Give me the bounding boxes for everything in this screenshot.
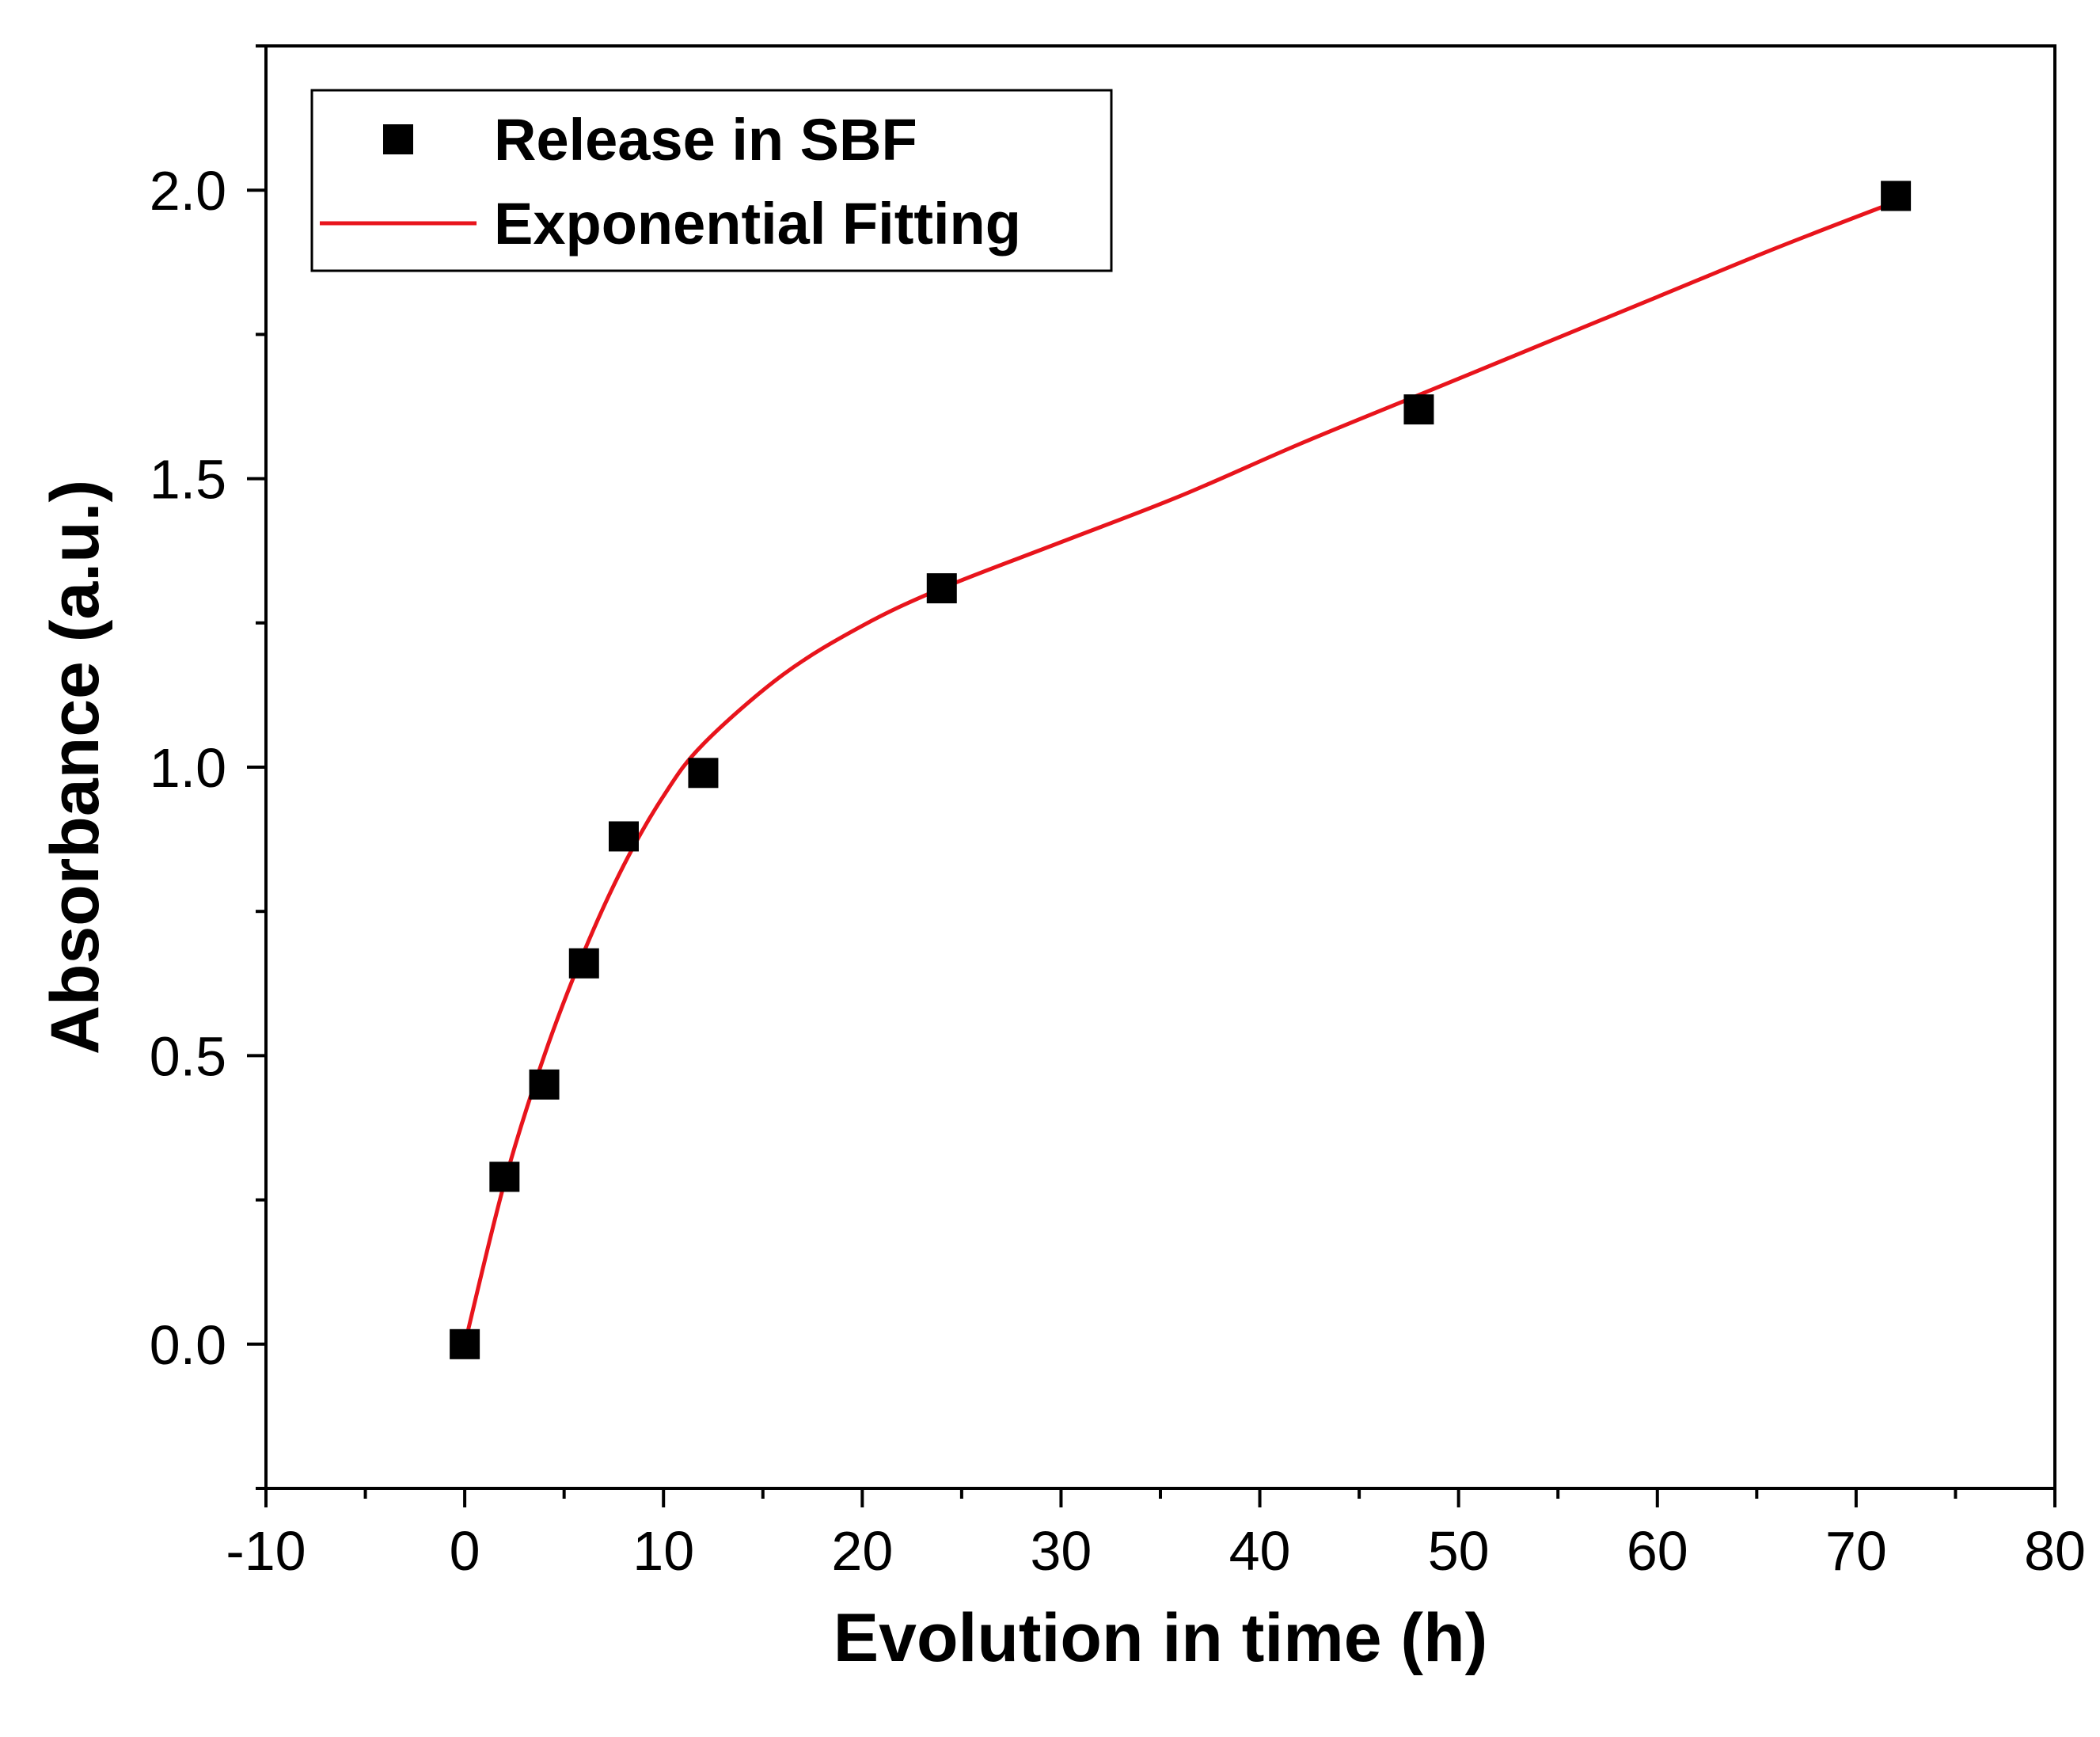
data-point	[926, 573, 957, 604]
x-tick-label: 70	[1825, 1520, 1887, 1582]
data-point	[1403, 394, 1434, 425]
y-tick-label: 0.5	[150, 1025, 226, 1087]
y-axis-ticks: 0.0 0.5 1.0 1.5 2.0	[150, 44, 266, 1490]
legend-box	[310, 89, 1113, 272]
x-axis-title: Evolution in time (h)	[834, 1600, 1488, 1676]
y-axis-title: Absorbance (a.u.)	[37, 480, 113, 1055]
y-tick-label: 1.0	[150, 737, 226, 799]
y-tick-label: 1.5	[150, 449, 226, 511]
legend-marker-square	[383, 124, 413, 154]
x-tick-label: 30	[1031, 1520, 1092, 1582]
x-tick-label: 40	[1229, 1520, 1291, 1582]
x-tick-label: -10	[226, 1520, 306, 1582]
data-point	[688, 758, 719, 789]
data-point	[609, 821, 639, 852]
x-tick-label: 20	[831, 1520, 893, 1582]
data-point	[529, 1069, 560, 1100]
data-point	[489, 1161, 520, 1192]
data-point	[450, 1328, 480, 1359]
x-tick-label: 50	[1428, 1520, 1490, 1582]
data-point	[568, 948, 599, 979]
legend-label-release-in-sbf: Release in SBF	[494, 107, 917, 173]
x-tick-label: 10	[632, 1520, 694, 1582]
x-axis-ticks: -10 0 10 20 30 40 50 60 70 80	[226, 1488, 2086, 1582]
data-points-group	[450, 181, 1912, 1359]
data-point	[1881, 181, 1912, 211]
y-tick-label: 0.0	[150, 1314, 226, 1376]
x-tick-label: 60	[1627, 1520, 1688, 1582]
y-tick-label: 2.0	[150, 160, 226, 222]
legend-label-exponential-fitting: Exponential Fitting	[494, 191, 1021, 257]
legend: Release in SBF Exponential Fitting	[310, 89, 1113, 272]
x-tick-label: 80	[2024, 1520, 2086, 1582]
x-tick-label: 0	[450, 1520, 480, 1582]
